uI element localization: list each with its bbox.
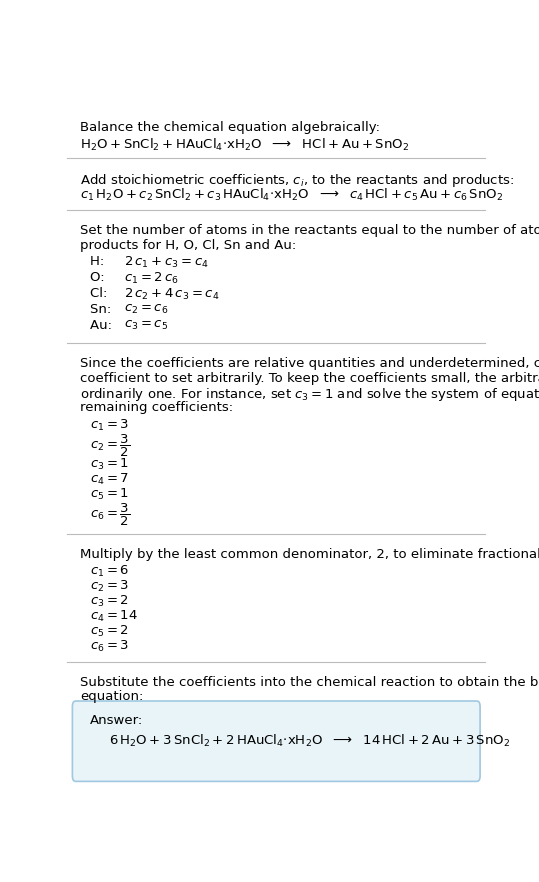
Text: $c_1 = 6$: $c_1 = 6$ (91, 564, 130, 579)
Text: Add stoichiometric coefficients, $c_i$, to the reactants and products:: Add stoichiometric coefficients, $c_i$, … (80, 172, 514, 189)
Text: remaining coefficients:: remaining coefficients: (80, 400, 233, 414)
Text: Substitute the coefficients into the chemical reaction to obtain the balanced: Substitute the coefficients into the che… (80, 676, 539, 689)
Text: Since the coefficients are relative quantities and underdetermined, choose a: Since the coefficients are relative quan… (80, 357, 539, 370)
Text: $c_5 = 1$: $c_5 = 1$ (91, 487, 129, 502)
Text: $\mathrm{H_2O + SnCl_2 + HAuCl_4{\cdot}xH_2O}$  $\longrightarrow$  $\mathrm{HCl : $\mathrm{H_2O + SnCl_2 + HAuCl_4{\cdot}x… (80, 137, 409, 153)
Text: $c_6 = \dfrac{3}{2}$: $c_6 = \dfrac{3}{2}$ (91, 502, 130, 527)
Text: equation:: equation: (80, 691, 143, 704)
Text: $c_2 = \dfrac{3}{2}$: $c_2 = \dfrac{3}{2}$ (91, 433, 130, 460)
Text: $c_2 = c_6$: $c_2 = c_6$ (124, 303, 168, 316)
Text: O:: O: (91, 271, 109, 284)
FancyBboxPatch shape (72, 701, 480, 781)
Text: Answer:: Answer: (91, 714, 143, 727)
Text: $c_4 = 14$: $c_4 = 14$ (91, 609, 138, 624)
Text: Sn:: Sn: (91, 303, 116, 316)
Text: coefficient to set arbitrarily. To keep the coefficients small, the arbitrary va: coefficient to set arbitrarily. To keep … (80, 371, 539, 385)
Text: Cl:: Cl: (91, 287, 112, 300)
Text: $c_3 = 2$: $c_3 = 2$ (91, 594, 129, 609)
Text: H:: H: (91, 255, 109, 267)
Text: Set the number of atoms in the reactants equal to the number of atoms in the: Set the number of atoms in the reactants… (80, 224, 539, 237)
Text: $c_3 = c_5$: $c_3 = c_5$ (124, 318, 168, 332)
Text: Multiply by the least common denominator, 2, to eliminate fractional coefficient: Multiply by the least common denominator… (80, 548, 539, 561)
Text: $c_5 = 2$: $c_5 = 2$ (91, 624, 129, 639)
Text: $2\,c_1 + c_3 = c_4$: $2\,c_1 + c_3 = c_4$ (124, 255, 209, 270)
Text: $c_1\,\mathrm{H_2O} + c_2\,\mathrm{SnCl_2} + c_3\,\mathrm{HAuCl_4{\cdot}xH_2O}$ : $c_1\,\mathrm{H_2O} + c_2\,\mathrm{SnCl_… (80, 187, 503, 203)
Text: Balance the chemical equation algebraically:: Balance the chemical equation algebraica… (80, 122, 380, 134)
Text: $c_1 = 3$: $c_1 = 3$ (91, 418, 129, 433)
Text: Au:: Au: (91, 318, 116, 332)
Text: products for H, O, Cl, Sn and Au:: products for H, O, Cl, Sn and Au: (80, 238, 296, 251)
Text: $c_3 = 1$: $c_3 = 1$ (91, 457, 129, 472)
Text: $c_1 = 2\,c_6$: $c_1 = 2\,c_6$ (124, 271, 179, 286)
Text: $c_6 = 3$: $c_6 = 3$ (91, 639, 129, 654)
Text: $6\,\mathrm{H_2O} + 3\,\mathrm{SnCl_2} + 2\,\mathrm{HAuCl_4{\cdot}xH_2O}$  $\lon: $6\,\mathrm{H_2O} + 3\,\mathrm{SnCl_2} +… (109, 733, 510, 750)
Text: $c_4 = 7$: $c_4 = 7$ (91, 472, 129, 487)
Text: $2\,c_2 + 4\,c_3 = c_4$: $2\,c_2 + 4\,c_3 = c_4$ (124, 287, 219, 302)
Text: $c_2 = 3$: $c_2 = 3$ (91, 579, 129, 594)
Text: ordinarily one. For instance, set $c_3 = 1$ and solve the system of equations fo: ordinarily one. For instance, set $c_3 =… (80, 386, 539, 403)
